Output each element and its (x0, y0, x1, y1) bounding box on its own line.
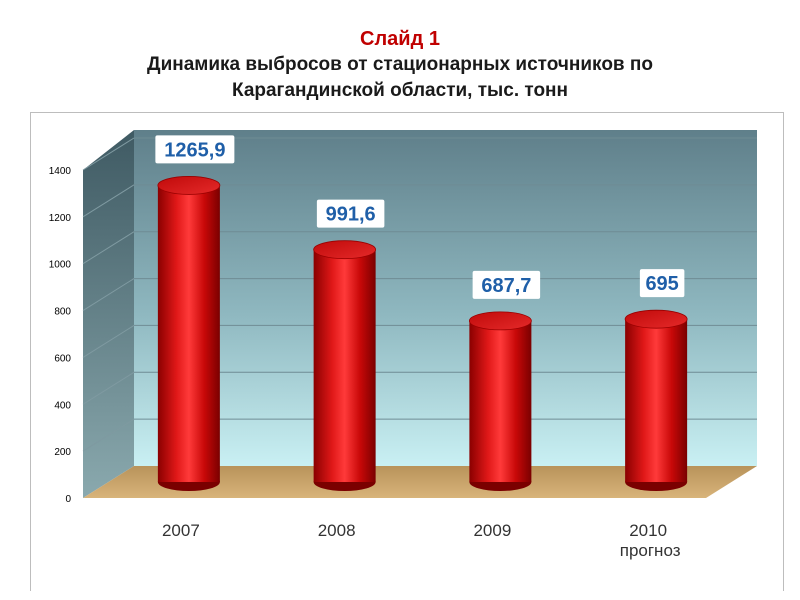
gridline (82, 278, 135, 311)
bar: 687,7 (468, 270, 541, 491)
data-label: 1265,9 (164, 139, 225, 161)
y-tick-label: 200 (54, 447, 71, 458)
y-tick-label: 400 (54, 400, 71, 411)
gridline (82, 231, 135, 265)
bar-body (625, 319, 688, 482)
gridline (82, 371, 135, 405)
chart-title-line-1: Динамика выбросов от стационарных источн… (147, 54, 653, 75)
data-label-box (155, 135, 235, 164)
chart-title-block: Слайд 1 Динамика выбросов от стационарны… (0, 26, 800, 104)
bars: 1265,9 991,6 687,7 695 (155, 135, 688, 491)
y-tick-label: 800 (54, 307, 71, 318)
gridline (82, 137, 135, 171)
y-tick-label: 1200 (49, 213, 72, 224)
side-wall (83, 130, 134, 498)
bar-body (469, 320, 532, 482)
y-axis-ticks: 0 200 400 600 800 1000 1200 1400 (49, 166, 72, 505)
bar-top (624, 309, 688, 329)
bar-top (157, 176, 221, 195)
x-tick-label: 2008 (318, 521, 356, 540)
bar-top (468, 311, 532, 331)
x-tick-label: 2010 (629, 521, 667, 540)
data-label-box (472, 270, 541, 299)
chart-title-line-2: Карагандинской области, тыс. тонн (231, 80, 569, 101)
chart-frame: 0 200 400 600 800 1000 1200 1400 1265,9 991,6 687… (30, 112, 784, 591)
data-label-box (316, 199, 385, 228)
bar-body (313, 249, 376, 482)
gridline (82, 184, 135, 218)
x-tick-label: 2007 (162, 521, 200, 540)
bar-body (157, 185, 220, 482)
data-label: 991,6 (326, 204, 376, 226)
bar-top (313, 240, 377, 260)
y-tick-label: 0 (65, 494, 71, 505)
bar: 991,6 (313, 199, 385, 491)
y-tick-label: 600 (54, 353, 71, 364)
x-tick-sublabel: прогноз (620, 541, 681, 560)
gridline (82, 325, 135, 358)
y-tick-label: 1000 (49, 260, 72, 271)
data-label: 687,7 (481, 275, 531, 297)
data-label-box (639, 269, 685, 298)
x-tick-label: 2009 (473, 521, 511, 540)
slide-label: Слайд 1 (360, 28, 440, 50)
chart-floor (83, 466, 757, 498)
bar: 695 (624, 269, 688, 491)
bar: 1265,9 (155, 135, 235, 491)
gridline (82, 418, 135, 452)
data-label: 695 (645, 273, 678, 295)
y-tick-label: 1400 (49, 166, 72, 177)
bar-chart: 0 200 400 600 800 1000 1200 1400 1265,9 991,6 687… (49, 130, 757, 560)
